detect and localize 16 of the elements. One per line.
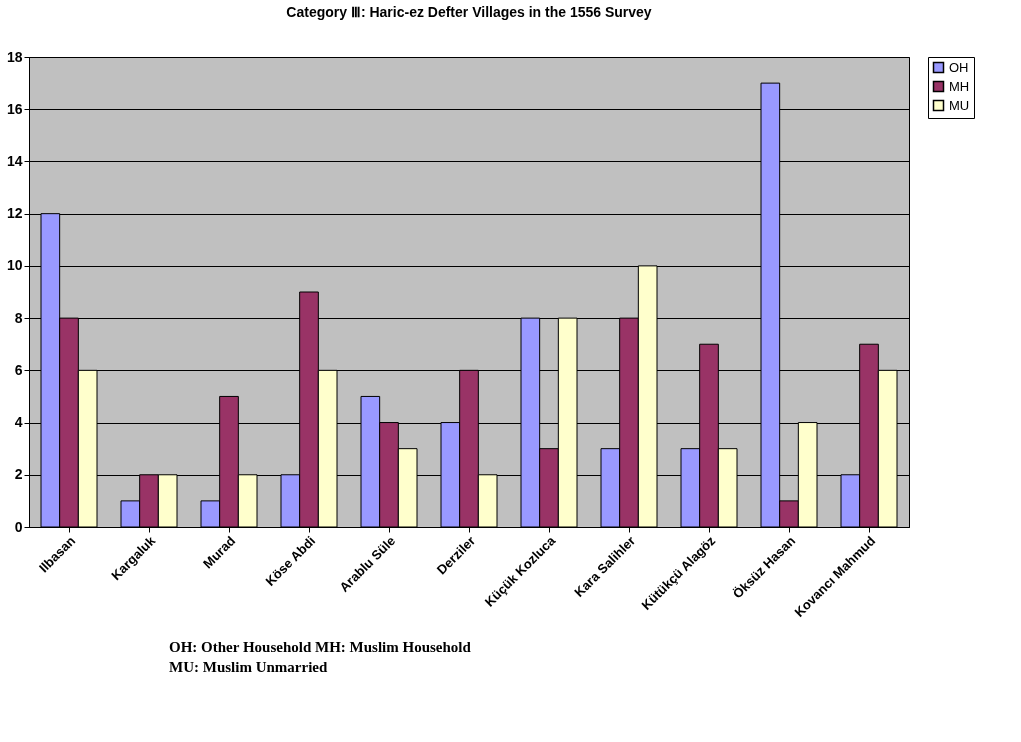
y-tick-label: 10 xyxy=(6,257,23,274)
y-tick-label: 4 xyxy=(14,414,23,431)
legend-label: MU xyxy=(949,97,970,113)
y-tick-label: 16 xyxy=(6,100,23,117)
text: MU: Muslim Unmarried xyxy=(169,659,328,675)
legend-label: OH xyxy=(949,59,969,75)
chart-title: Category Ⅲ: Haric-ez Defter Villages in the 1556 Survey xyxy=(286,4,652,20)
y-tick-label: 8 xyxy=(14,309,23,326)
y-tick-label: 18 xyxy=(6,48,23,65)
y-tick-label: 2 xyxy=(14,466,23,483)
y-tick-label: 6 xyxy=(14,361,23,378)
y-tick-label: 0 xyxy=(14,518,23,535)
text: OH: Other Household MH: Muslim Household xyxy=(169,639,472,655)
legend-label: MH xyxy=(949,78,970,94)
y-tick-label: 12 xyxy=(6,205,23,222)
y-tick-label: 14 xyxy=(6,152,23,169)
